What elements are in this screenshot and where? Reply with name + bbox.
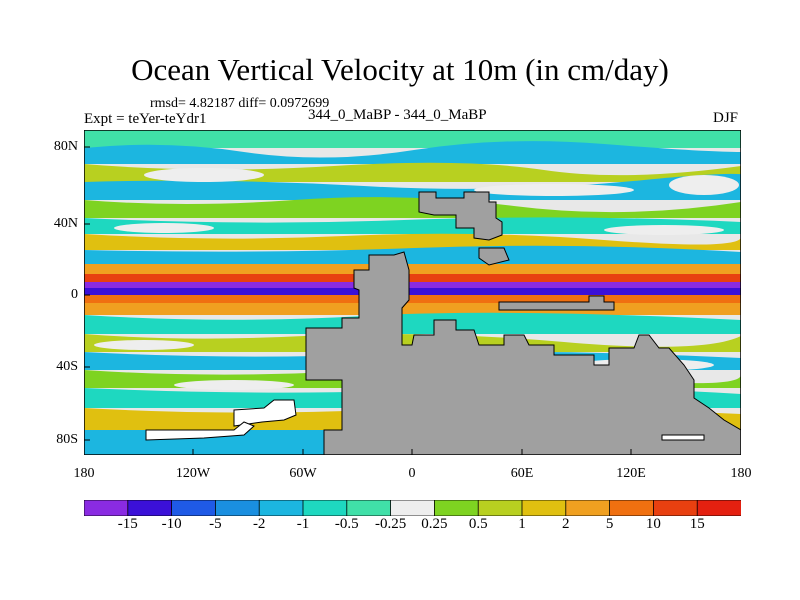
colorbar-label: 1 bbox=[518, 516, 526, 532]
land-equatorial bbox=[498, 295, 615, 311]
colorbar-swatch bbox=[609, 500, 655, 516]
lon-tick-180w: 180 bbox=[73, 466, 95, 481]
colorbar-swatch bbox=[171, 500, 217, 516]
colorbar-swatch bbox=[214, 500, 261, 516]
lat-tick-40n: 40N bbox=[53, 216, 78, 231]
colorbar-label: -0.5 bbox=[334, 516, 359, 532]
land-north-small bbox=[478, 247, 510, 266]
colorbar-swatch bbox=[127, 500, 173, 516]
colorbar-swatch bbox=[433, 500, 480, 516]
land-masses bbox=[145, 191, 741, 455]
lon-tick-120w: 120W bbox=[175, 466, 211, 481]
colorbar-swatch bbox=[346, 500, 392, 516]
land-southeast-small bbox=[661, 434, 705, 441]
colorbar-label: -0.25 bbox=[374, 516, 407, 532]
land-west-fragment-2 bbox=[145, 421, 255, 441]
colorbar-swatch bbox=[653, 500, 699, 516]
map-title: Ocean Vertical Velocity at 10m (in cm/da… bbox=[131, 52, 669, 87]
colorbar-label: -2 bbox=[252, 516, 266, 532]
colorbar-label: 10 bbox=[645, 516, 661, 532]
colorbar-swatch bbox=[258, 500, 304, 516]
lat-tick-0: 0 bbox=[71, 287, 78, 302]
colorbar-label: 15 bbox=[689, 516, 705, 532]
colorbar-label: -1 bbox=[296, 516, 310, 532]
lat-tick-80n: 80N bbox=[53, 139, 78, 154]
colorbar-label: -15 bbox=[117, 516, 138, 532]
colorbar-label: 0.5 bbox=[468, 516, 488, 532]
colorbar-label: -5 bbox=[209, 516, 222, 532]
stats-label: rmsd= 4.82187 diff= 0.0972699 bbox=[150, 96, 330, 111]
lon-tick-120e: 120E bbox=[616, 466, 646, 481]
colorbar bbox=[84, 500, 741, 516]
lon-tick-60e: 60E bbox=[510, 466, 534, 481]
colorbar-swatch bbox=[84, 500, 129, 516]
lon-tick-0: 0 bbox=[408, 466, 416, 481]
colorbar-swatch bbox=[521, 500, 567, 516]
lat-tick-80s: 80S bbox=[56, 432, 78, 447]
cases-label: 344_0_MaBP - 344_0_MaBP bbox=[308, 107, 487, 123]
colorbar-label: 0.25 bbox=[421, 516, 448, 532]
colorbar-swatch bbox=[696, 500, 741, 516]
land-south bbox=[305, 251, 741, 455]
axis-ticks bbox=[84, 146, 632, 455]
colorbar-label: 2 bbox=[562, 516, 570, 532]
colorbar-swatch bbox=[390, 500, 436, 516]
colorbar-label: -10 bbox=[161, 516, 182, 532]
lon-tick-60w: 60W bbox=[289, 466, 317, 481]
colorbar-swatch bbox=[477, 500, 523, 516]
lat-tick-40s: 40S bbox=[56, 359, 78, 374]
colorbar-swatch bbox=[565, 500, 611, 516]
season-label: DJF bbox=[712, 110, 738, 126]
colorbar-label: 5 bbox=[605, 516, 614, 532]
colorbar-swatch bbox=[302, 500, 348, 516]
lon-tick-180e: 180 bbox=[730, 466, 752, 481]
experiment-label: Expt = teYer-teYdr1 bbox=[84, 111, 207, 127]
map-panel bbox=[84, 130, 741, 455]
land-north bbox=[418, 191, 503, 241]
